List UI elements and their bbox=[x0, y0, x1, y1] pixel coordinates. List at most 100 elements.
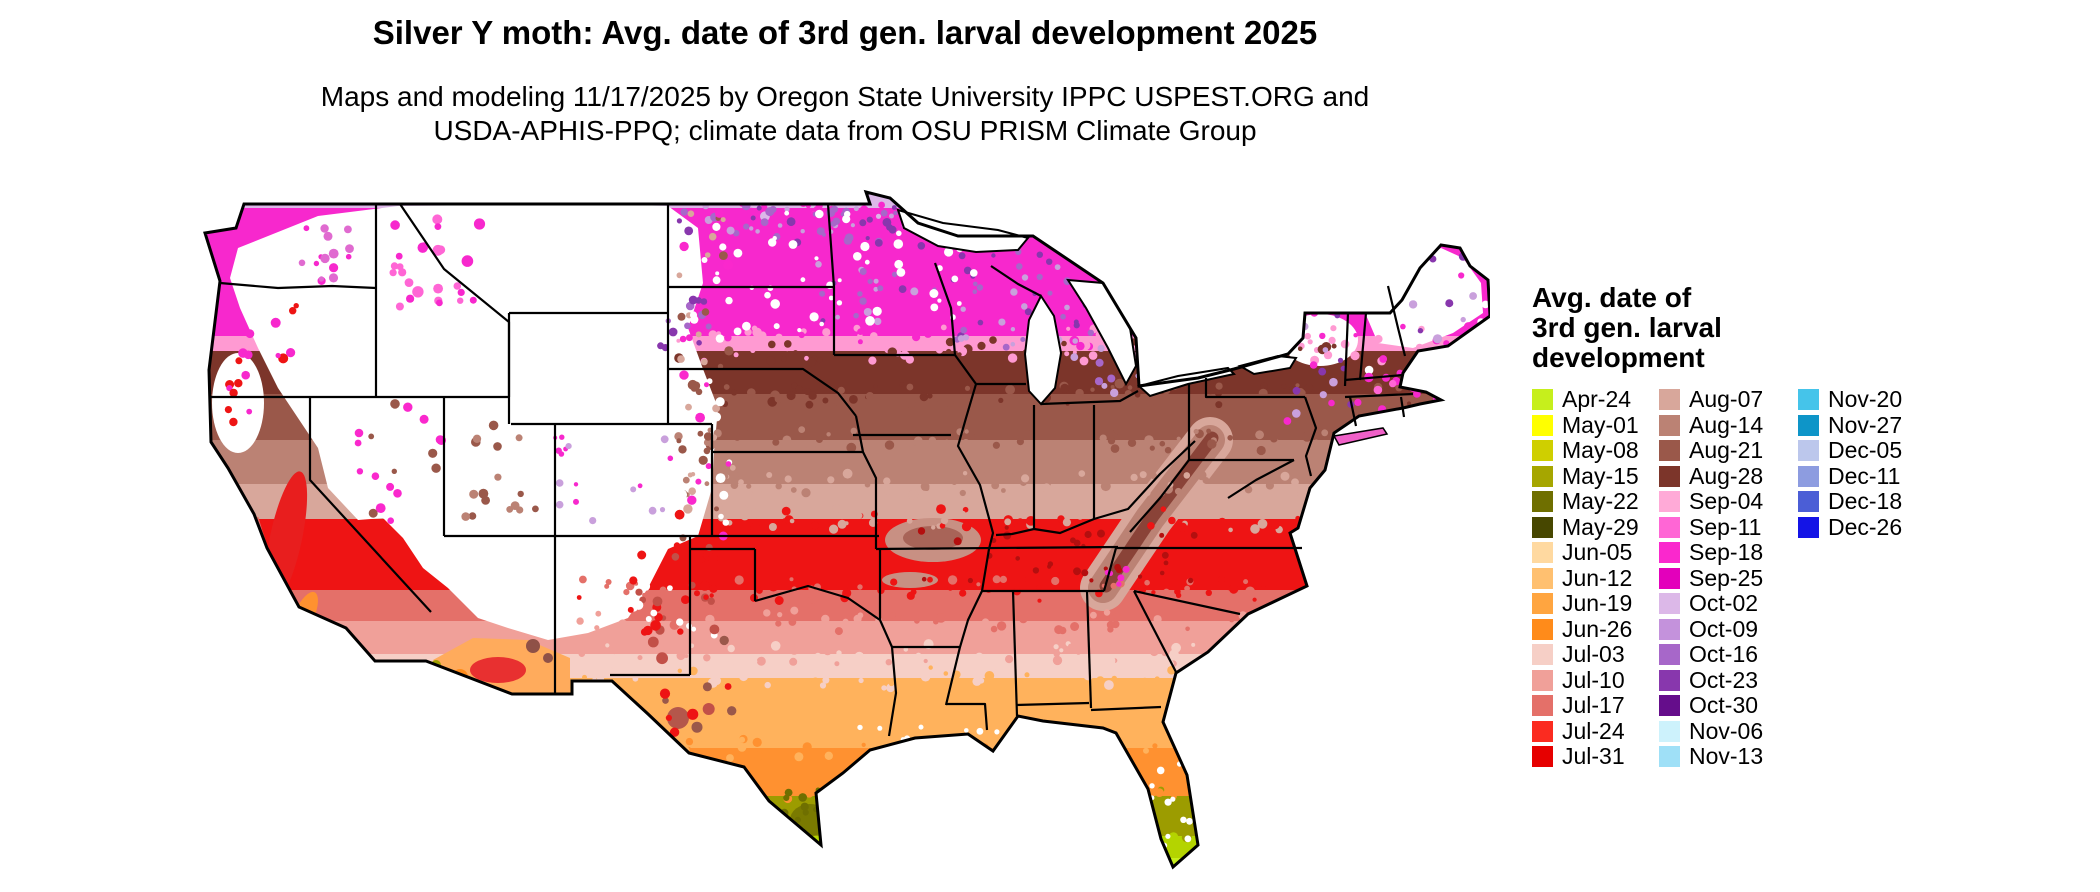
legend-swatch bbox=[1659, 720, 1680, 742]
legend-entry: Dec-26 bbox=[1798, 513, 1925, 541]
map-legend: Avg. date of 3rd gen. larval development… bbox=[1532, 283, 1925, 770]
legend-entry: Oct-09 bbox=[1659, 615, 1798, 643]
legend-label: Oct-23 bbox=[1689, 666, 1759, 693]
subtitle-line2: USDA-APHIS-PPQ; climate data from OSU PR… bbox=[433, 115, 1257, 146]
legend-swatch bbox=[1659, 491, 1680, 513]
legend-swatch bbox=[1798, 491, 1819, 513]
legend-entry: Nov-13 bbox=[1659, 743, 1798, 770]
legend-title-line2: 3rd gen. larval bbox=[1532, 312, 1722, 343]
legend-swatch bbox=[1659, 567, 1680, 589]
legend-entry: Sep-04 bbox=[1659, 488, 1798, 515]
legend-swatch bbox=[1659, 440, 1680, 462]
legend-label: Nov-13 bbox=[1689, 743, 1764, 770]
legend-label: Apr-24 bbox=[1562, 386, 1632, 413]
legend-swatch bbox=[1532, 389, 1553, 411]
legend-label: Dec-26 bbox=[1828, 513, 1903, 540]
legend-swatch bbox=[1659, 669, 1680, 691]
legend-entry: Apr-24 bbox=[1532, 386, 1659, 413]
legend-swatch bbox=[1659, 746, 1680, 768]
legend-label: Nov-27 bbox=[1828, 411, 1903, 438]
us-map bbox=[203, 189, 1490, 870]
legend-swatch bbox=[1532, 593, 1553, 615]
legend-entry: Sep-18 bbox=[1659, 539, 1798, 566]
legend-label: Aug-21 bbox=[1689, 437, 1764, 464]
legend-label: Jun-26 bbox=[1562, 615, 1633, 642]
legend-label: Dec-05 bbox=[1828, 437, 1903, 464]
subtitle: Maps and modeling 11/17/2025 by Oregon S… bbox=[0, 80, 1690, 148]
legend-swatch bbox=[1532, 669, 1553, 691]
legend-swatch bbox=[1532, 516, 1553, 538]
legend-swatch bbox=[1659, 644, 1680, 666]
legend-swatch bbox=[1532, 542, 1553, 564]
legend-swatch bbox=[1659, 389, 1680, 411]
legend-entry: Jul-24 bbox=[1532, 717, 1659, 745]
legend-swatch bbox=[1532, 491, 1553, 513]
legend-swatch bbox=[1798, 414, 1819, 436]
legend-entry: Jun-26 bbox=[1532, 615, 1659, 643]
legend-label: Nov-20 bbox=[1828, 386, 1903, 413]
legend-label: Sep-11 bbox=[1689, 513, 1762, 540]
legend-column: Aug-07 Aug-14 Aug-21 Aug-28 Sep-04 Sep-11 Sep-… bbox=[1659, 386, 1798, 770]
subtitle-line1: Maps and modeling 11/17/2025 by Oregon S… bbox=[320, 81, 1370, 112]
legend-column: Apr-24 May-01 May-08 May-15 May-22 May-29 Jun-… bbox=[1532, 386, 1659, 770]
legend-swatch bbox=[1798, 440, 1819, 462]
legend-label: Nov-06 bbox=[1689, 717, 1764, 744]
legend-entry: Jul-31 bbox=[1532, 743, 1659, 770]
legend-label: Aug-28 bbox=[1689, 462, 1764, 489]
legend-entry: Jul-17 bbox=[1532, 692, 1659, 719]
legend-swatch bbox=[1532, 644, 1553, 666]
legend-swatch bbox=[1798, 389, 1819, 411]
legend-entry: Jun-19 bbox=[1532, 590, 1659, 617]
legend-label: Oct-16 bbox=[1689, 641, 1759, 668]
legend-entry: Aug-28 bbox=[1659, 462, 1798, 490]
legend-label: Oct-02 bbox=[1689, 590, 1759, 617]
legend-swatch bbox=[1659, 542, 1680, 564]
legend-label: Jun-05 bbox=[1562, 539, 1633, 566]
legend-columns: Apr-24 May-01 May-08 May-15 May-22 May-29 Jun-… bbox=[1532, 386, 1925, 770]
legend-label: Sep-18 bbox=[1689, 539, 1764, 566]
legend-entry: Oct-30 bbox=[1659, 692, 1798, 719]
legend-label: May-29 bbox=[1562, 513, 1639, 540]
legend-label: Aug-07 bbox=[1689, 386, 1764, 413]
legend-entry: Aug-21 bbox=[1659, 437, 1798, 464]
legend-entry: Nov-06 bbox=[1659, 717, 1798, 745]
legend-label: May-15 bbox=[1562, 462, 1639, 489]
legend-entry: May-15 bbox=[1532, 462, 1659, 490]
legend-entry: Jun-05 bbox=[1532, 539, 1659, 566]
legend-swatch bbox=[1659, 414, 1680, 436]
legend-swatch bbox=[1532, 695, 1553, 717]
legend-label: Jul-17 bbox=[1562, 692, 1625, 719]
legend-entry: Jul-10 bbox=[1532, 666, 1659, 694]
legend-label: Jul-10 bbox=[1562, 666, 1625, 693]
legend-entry: Oct-16 bbox=[1659, 641, 1798, 668]
legend-entry: Aug-07 bbox=[1659, 386, 1798, 413]
legend-label: May-01 bbox=[1562, 411, 1639, 438]
legend-entry: Sep-11 bbox=[1659, 513, 1798, 541]
legend-swatch bbox=[1532, 465, 1553, 487]
legend-label: Oct-09 bbox=[1689, 615, 1759, 642]
legend-label: Jun-12 bbox=[1562, 564, 1633, 591]
legend-label: Sep-04 bbox=[1689, 488, 1764, 515]
legend-title-line1: Avg. date of bbox=[1532, 282, 1692, 313]
legend-label: Oct-30 bbox=[1689, 692, 1759, 719]
legend-swatch bbox=[1532, 414, 1553, 436]
legend-swatch bbox=[1659, 695, 1680, 717]
legend-swatch bbox=[1659, 593, 1680, 615]
legend-entry: Oct-02 bbox=[1659, 590, 1798, 617]
legend-label: Jun-19 bbox=[1562, 590, 1633, 617]
legend-swatch bbox=[1532, 567, 1553, 589]
legend-title-line3: development bbox=[1532, 342, 1705, 373]
page-title: Silver Y moth: Avg. date of 3rd gen. lar… bbox=[372, 14, 1318, 51]
legend-swatch bbox=[1798, 465, 1819, 487]
legend-swatch bbox=[1532, 440, 1553, 462]
legend-swatch bbox=[1532, 618, 1553, 640]
legend-entry: Dec-18 bbox=[1798, 488, 1925, 515]
legend-label: Jul-24 bbox=[1562, 717, 1625, 744]
legend-entry: Nov-27 bbox=[1798, 411, 1925, 439]
legend-entry: May-29 bbox=[1532, 513, 1659, 541]
legend-entry: Sep-25 bbox=[1659, 565, 1798, 592]
legend-entry: May-01 bbox=[1532, 411, 1659, 439]
legend-label: Dec-18 bbox=[1828, 488, 1903, 515]
legend-entry: May-22 bbox=[1532, 488, 1659, 515]
